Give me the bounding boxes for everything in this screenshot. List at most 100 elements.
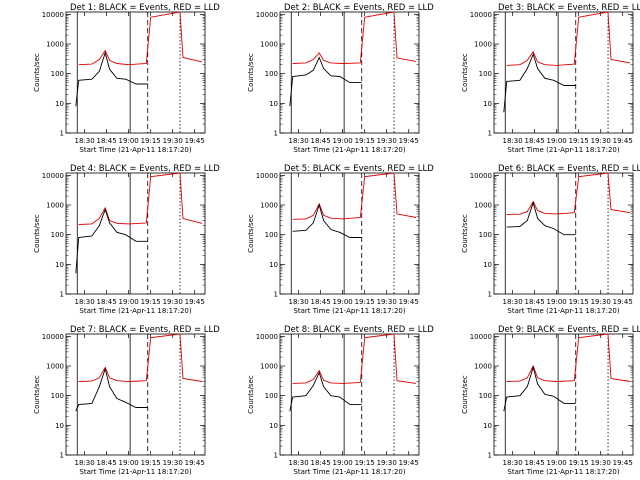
panel-title: Det 1: BLACK = Events, RED = LLD: [70, 3, 220, 13]
x-tick-label: 19:45: [185, 459, 205, 467]
y-axis-label: Counts/sec: [33, 375, 41, 414]
y-tick-label: 1000: [46, 363, 64, 371]
y-tick-label: 100: [479, 392, 492, 400]
y-tick-label: 1: [60, 291, 64, 299]
y-tick-label: 1: [488, 130, 492, 138]
y-tick-label: 1: [60, 130, 64, 138]
y-axis-label: Counts/sec: [461, 214, 469, 253]
lld-series-line: [78, 173, 203, 225]
x-tick-label: 19:15: [355, 459, 375, 467]
x-tick-label: 18:45: [311, 298, 331, 306]
lld-series-line: [506, 334, 631, 382]
y-tick-label: 1: [488, 452, 492, 460]
detector-panel-6: Det 6: BLACK = Events, RED = LLD 1 10 100 10…: [461, 164, 640, 315]
y-tick-label: 10: [55, 100, 64, 108]
lld-series-line: [292, 334, 417, 384]
plot-frame: [279, 172, 420, 295]
y-tick-label: 1: [274, 130, 278, 138]
detector-panel-2: Det 2: BLACK = Events, RED = LLD 1 10 100 10…: [247, 3, 434, 154]
x-tick-label: 19:45: [613, 137, 633, 145]
x-tick-label: 19:45: [399, 459, 419, 467]
y-tick-label: 1: [274, 452, 278, 460]
y-tick-label: 10: [483, 422, 492, 430]
x-tick-label: 18:45: [525, 137, 545, 145]
x-axis-label: Start Time (21-Apr-11 18:17:20): [293, 146, 405, 154]
y-tick-label: 1: [60, 452, 64, 460]
lld-series-line: [78, 12, 203, 66]
y-tick-label: 100: [51, 392, 64, 400]
x-tick-label: 18:30: [289, 298, 309, 306]
y-tick-label: 10000: [256, 333, 278, 341]
y-tick-label: 10000: [470, 333, 492, 341]
y-tick-label: 10: [55, 422, 64, 430]
y-axis-label: Counts/sec: [247, 375, 255, 414]
panel-title: Det 7: BLACK = Events, RED = LLD: [70, 325, 220, 335]
detector-panel-3: Det 3: BLACK = Events, RED = LLD 1 10 100 10…: [461, 3, 640, 154]
x-tick-label: 18:30: [503, 298, 523, 306]
panel-title: Det 6: BLACK = Events, RED = LLD: [498, 164, 640, 174]
y-tick-label: 100: [479, 231, 492, 239]
x-tick-label: 19:00: [119, 298, 139, 306]
x-tick-label: 19:45: [185, 137, 205, 145]
x-tick-label: 19:15: [141, 137, 161, 145]
x-tick-label: 19:00: [119, 459, 139, 467]
x-tick-label: 19:45: [613, 459, 633, 467]
x-tick-label: 19:30: [377, 298, 397, 306]
x-axis-label: Start Time (21-Apr-11 18:17:20): [507, 468, 619, 476]
x-tick-label: 18:45: [97, 137, 117, 145]
x-tick-label: 19:45: [399, 137, 419, 145]
events-series-line: [289, 56, 362, 107]
x-axis-label: Start Time (21-Apr-11 18:17:20): [507, 307, 619, 315]
x-tick-label: 18:30: [75, 298, 95, 306]
x-tick-label: 18:30: [75, 137, 95, 145]
x-tick-label: 18:45: [525, 298, 545, 306]
y-tick-label: 1000: [474, 363, 492, 371]
x-tick-label: 19:00: [547, 298, 567, 306]
x-tick-label: 19:00: [333, 298, 353, 306]
lld-series-line: [506, 12, 631, 66]
plot-frame: [493, 172, 634, 295]
x-tick-label: 18:45: [525, 459, 545, 467]
x-tick-label: 19:30: [591, 459, 611, 467]
y-tick-label: 10000: [42, 333, 64, 341]
x-tick-label: 19:00: [547, 459, 567, 467]
x-tick-label: 18:45: [311, 459, 331, 467]
plot-frame: [493, 11, 634, 134]
x-tick-label: 18:45: [311, 137, 331, 145]
events-series-line: [503, 365, 576, 412]
x-tick-label: 19:45: [613, 298, 633, 306]
events-series-line: [506, 201, 576, 236]
y-tick-label: 1000: [260, 363, 278, 371]
y-tick-label: 1000: [260, 202, 278, 210]
x-tick-label: 19:15: [569, 137, 589, 145]
y-axis-label: Counts/sec: [247, 214, 255, 253]
events-series-line: [75, 51, 148, 107]
y-tick-label: 10000: [256, 11, 278, 19]
lld-series-line: [292, 12, 417, 64]
x-tick-label: 19:00: [333, 459, 353, 467]
panel-title: Det 5: BLACK = Events, RED = LLD: [284, 164, 434, 174]
detector-panel-8: Det 8: BLACK = Events, RED = LLD 1 10 100 10…: [247, 325, 434, 476]
x-tick-label: 19:30: [163, 459, 183, 467]
plot-frame: [65, 11, 206, 134]
y-axis-label: Counts/sec: [461, 375, 469, 414]
x-tick-label: 19:00: [333, 137, 353, 145]
plot-frame: [279, 333, 420, 456]
y-tick-label: 1000: [474, 202, 492, 210]
y-axis-label: Counts/sec: [461, 53, 469, 92]
detector-panel-7: Det 7: BLACK = Events, RED = LLD 1 10 100 10…: [33, 325, 220, 476]
y-tick-label: 1000: [260, 41, 278, 49]
x-axis-label: Start Time (21-Apr-11 18:17:20): [79, 307, 191, 315]
panel-title: Det 9: BLACK = Events, RED = LLD: [498, 325, 640, 335]
x-tick-label: 19:15: [141, 459, 161, 467]
y-tick-label: 10: [55, 261, 64, 269]
x-tick-label: 19:30: [377, 459, 397, 467]
plot-frame: [279, 11, 420, 134]
y-tick-label: 10: [483, 100, 492, 108]
y-tick-label: 10000: [256, 172, 278, 180]
events-series-line: [75, 367, 148, 412]
x-axis-label: Start Time (21-Apr-11 18:17:20): [79, 146, 191, 154]
x-tick-label: 19:30: [591, 298, 611, 306]
y-tick-label: 100: [479, 70, 492, 78]
